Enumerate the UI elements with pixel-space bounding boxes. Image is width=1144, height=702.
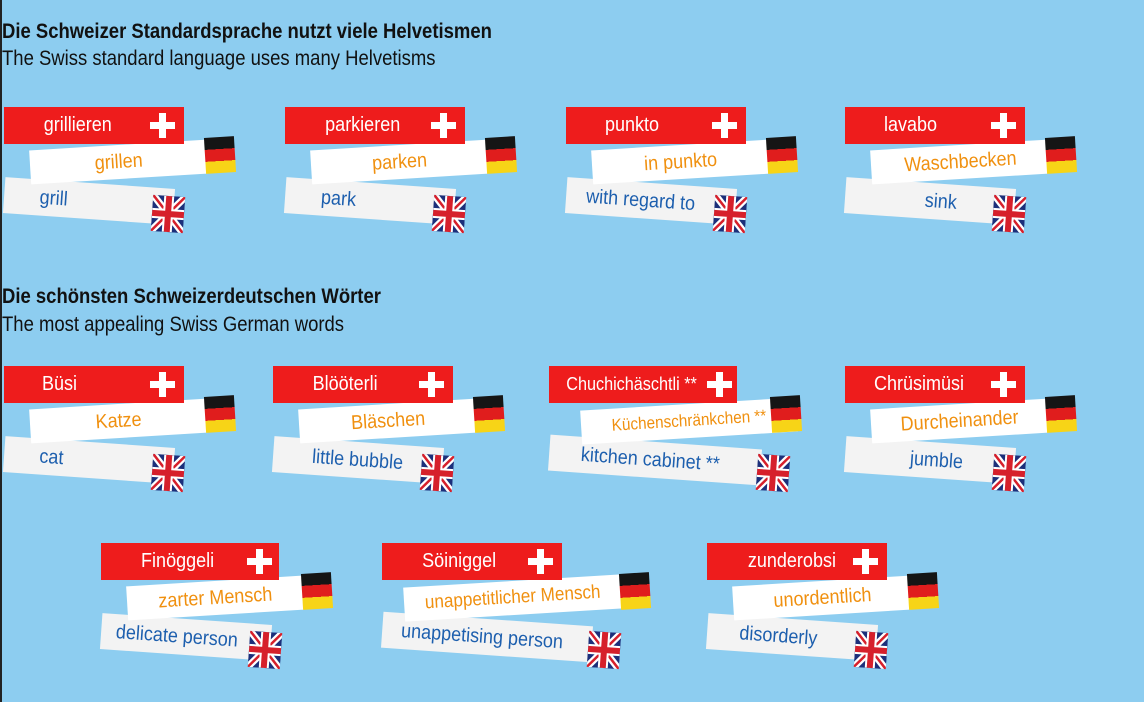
english-word: kitchen cabinet ** [548, 434, 762, 486]
german-flag-icon [769, 395, 803, 433]
german-word: zarter Mensch [126, 575, 304, 621]
uk-flag-icon [150, 194, 186, 234]
word-card: Finöggeli zarter Mensch delicate person [99, 543, 431, 678]
word-card: lavabo Waschbecken sink [843, 107, 1144, 242]
german-flag-icon [203, 136, 237, 174]
section-heading-swiss-german: Die schönsten Schweizerdeutschen Wörter [2, 285, 381, 308]
word-card: Büsi Katze cat [2, 366, 334, 501]
uk-flag-icon [586, 630, 622, 670]
section-heading-helvetisms: Die Schweizer Standardsprache nutzt viel… [2, 20, 492, 43]
english-word: disorderly [705, 613, 879, 661]
german-flag-icon [906, 572, 940, 610]
word-card: Chrüsimüsi Durcheinander jumble [843, 366, 1144, 501]
swiss-flag-icon [431, 113, 456, 138]
swiss-word: Finöggeli [101, 543, 279, 580]
swiss-flag-icon [419, 372, 444, 397]
uk-flag-icon [150, 453, 186, 493]
english-word: with regard to [564, 177, 738, 225]
uk-flag-icon [419, 453, 455, 493]
german-word: in punkto [591, 139, 771, 185]
swiss-word: zunderobsi [707, 543, 887, 580]
english-word: delicate person [99, 613, 273, 661]
swiss-flag-icon [528, 549, 553, 574]
word-card: zunderobsi unordentlich disorderly [705, 543, 1037, 678]
uk-flag-icon [431, 194, 467, 234]
word-card: Chuchichäschtli ** Küchenschränkchen ** … [548, 366, 879, 501]
english-word: park [283, 177, 457, 225]
swiss-flag-icon [853, 549, 878, 574]
german-word: parken [310, 139, 490, 185]
section-subheading-helvetisms: The Swiss standard language uses many He… [2, 47, 436, 70]
german-flag-icon [618, 572, 652, 610]
swiss-flag-icon [247, 549, 272, 574]
english-word: little bubble [271, 436, 445, 484]
german-flag-icon [300, 572, 334, 610]
german-flag-icon [765, 136, 799, 174]
german-flag-icon [203, 395, 237, 433]
german-word: Katze [29, 398, 209, 444]
german-word: unordentlich [732, 575, 912, 621]
german-word: grillen [29, 139, 209, 185]
german-flag-icon [1044, 136, 1078, 174]
english-word: sink [843, 177, 1017, 225]
german-word: Bläschen [298, 398, 478, 444]
english-word: grill [2, 177, 176, 225]
german-word: Waschbecken [870, 139, 1050, 185]
word-card: Söiniggel unappetitlicher Mensch unappet… [381, 543, 712, 678]
uk-flag-icon [755, 453, 791, 493]
uk-flag-icon [247, 630, 283, 670]
german-word: Durcheinander [870, 398, 1050, 444]
word-card: Blööterli Bläschen little bubble [271, 366, 603, 501]
section-subheading-swiss-german: The most appealing Swiss German words [2, 313, 345, 336]
word-card: punkto in punkto with regard to [564, 107, 896, 242]
swiss-flag-icon [991, 372, 1016, 397]
word-card: grillieren grillen grill [2, 107, 334, 242]
german-word: unappetitlicher Mensch [403, 574, 623, 622]
swiss-flag-icon [712, 113, 737, 138]
german-flag-icon [1044, 395, 1078, 433]
left-border [0, 0, 2, 702]
swiss-word: Chuchichäschtli ** [549, 366, 737, 403]
german-flag-icon [472, 395, 506, 433]
swiss-flag-icon [991, 113, 1016, 138]
german-word: Küchenschränkchen ** [580, 397, 798, 445]
german-flag-icon [484, 136, 518, 174]
swiss-flag-icon [150, 113, 175, 138]
uk-flag-icon [712, 194, 748, 234]
swiss-flag-icon [707, 372, 732, 397]
uk-flag-icon [991, 453, 1027, 493]
word-card: parkieren parken park [283, 107, 615, 242]
english-word: cat [2, 436, 176, 484]
uk-flag-icon [991, 194, 1027, 234]
swiss-word: Söiniggel [382, 543, 562, 580]
uk-flag-icon [853, 630, 889, 670]
swiss-flag-icon [150, 372, 175, 397]
english-word: jumble [843, 436, 1017, 484]
